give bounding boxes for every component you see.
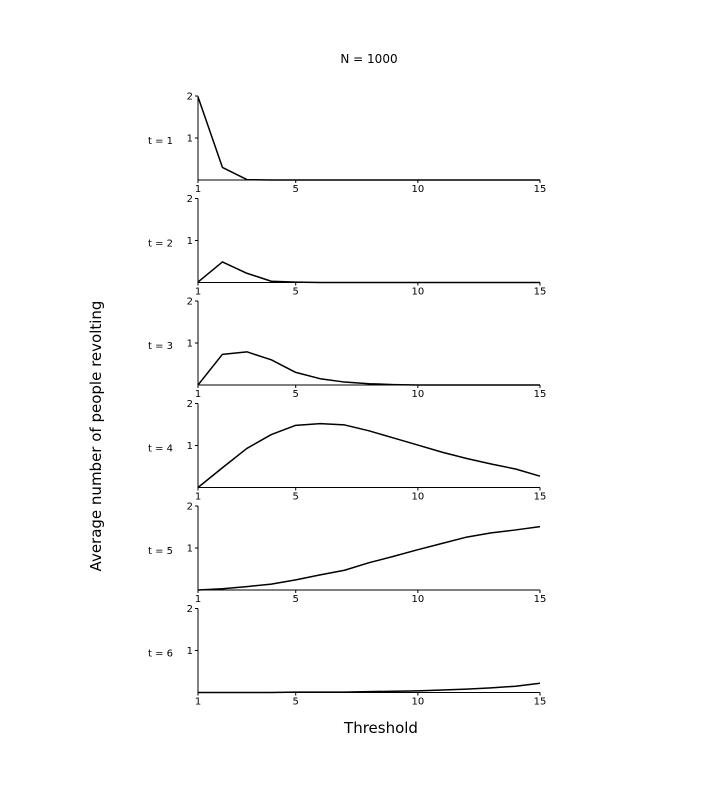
x-tick-label: 15 — [534, 594, 547, 605]
y-tick-label: 2 — [187, 399, 193, 410]
panel-label: t = 6 — [148, 649, 173, 660]
x-tick-label: 10 — [411, 184, 424, 195]
y-tick-label: 2 — [187, 297, 193, 308]
x-tick-label: 5 — [293, 492, 299, 503]
x-tick-label: 10 — [411, 492, 424, 503]
x-axis-title: Threshold — [343, 719, 418, 737]
x-tick-label: 15 — [534, 287, 547, 298]
x-tick-label: 10 — [411, 594, 424, 605]
y-tick-label: 2 — [187, 604, 193, 615]
panel-label: t = 4 — [148, 444, 173, 455]
x-tick-label: 15 — [534, 184, 547, 195]
x-tick-label: 5 — [293, 594, 299, 605]
y-tick-label: 1 — [187, 646, 193, 657]
x-tick-label: 15 — [534, 697, 547, 708]
series-line — [197, 351, 540, 386]
x-tick-label: 15 — [534, 389, 547, 400]
panel-label: t = 3 — [148, 341, 173, 352]
panel-3: 121 5 10 15t = 3 — [148, 297, 546, 401]
y-tick-label: 1 — [187, 441, 193, 452]
y-tick-label: 1 — [187, 339, 193, 350]
x-tick-label: 1 — [195, 184, 201, 195]
x-tick-label: 10 — [411, 389, 424, 400]
x-tick-label: 5 — [293, 389, 299, 400]
panel-5: 121 5 10 15t = 5 — [148, 502, 546, 606]
x-tick-label: 1 — [195, 697, 201, 708]
panel-label: t = 1 — [148, 136, 173, 147]
series-line — [198, 682, 541, 694]
panel-2: 121 5 10 15t = 2 — [148, 194, 546, 298]
x-tick-label: 1 — [195, 389, 201, 400]
panel-label: t = 5 — [148, 546, 173, 557]
panel-label: t = 2 — [148, 239, 173, 250]
series-line — [197, 96, 540, 181]
panel-6: 121 5 10 15t = 6 — [148, 604, 546, 708]
x-tick-label: 1 — [195, 594, 201, 605]
x-tick-label: 5 — [293, 184, 299, 195]
chart-title: N = 1000 — [340, 52, 397, 66]
x-tick-label: 1 — [195, 287, 201, 298]
series-line — [197, 525, 541, 591]
y-tick-label: 1 — [187, 236, 193, 247]
panel-1: 121 5 10 15t = 1 — [148, 92, 546, 196]
x-tick-label: 1 — [195, 492, 201, 503]
x-tick-label: 5 — [293, 287, 299, 298]
series-line — [197, 261, 540, 284]
y-tick-label: 2 — [187, 502, 193, 513]
x-tick-label: 15 — [534, 492, 547, 503]
y-axis-title: Average number of people revolting — [87, 301, 105, 572]
y-tick-label: 1 — [187, 134, 193, 145]
x-tick-label: 10 — [411, 287, 424, 298]
y-tick-label: 2 — [187, 194, 193, 205]
x-tick-label: 10 — [411, 697, 424, 708]
panel-4: 121 5 10 15t = 4 — [148, 399, 546, 503]
y-tick-label: 1 — [187, 544, 193, 555]
y-tick-label: 2 — [187, 92, 193, 103]
series-line — [197, 422, 541, 489]
x-tick-label: 5 — [293, 697, 299, 708]
